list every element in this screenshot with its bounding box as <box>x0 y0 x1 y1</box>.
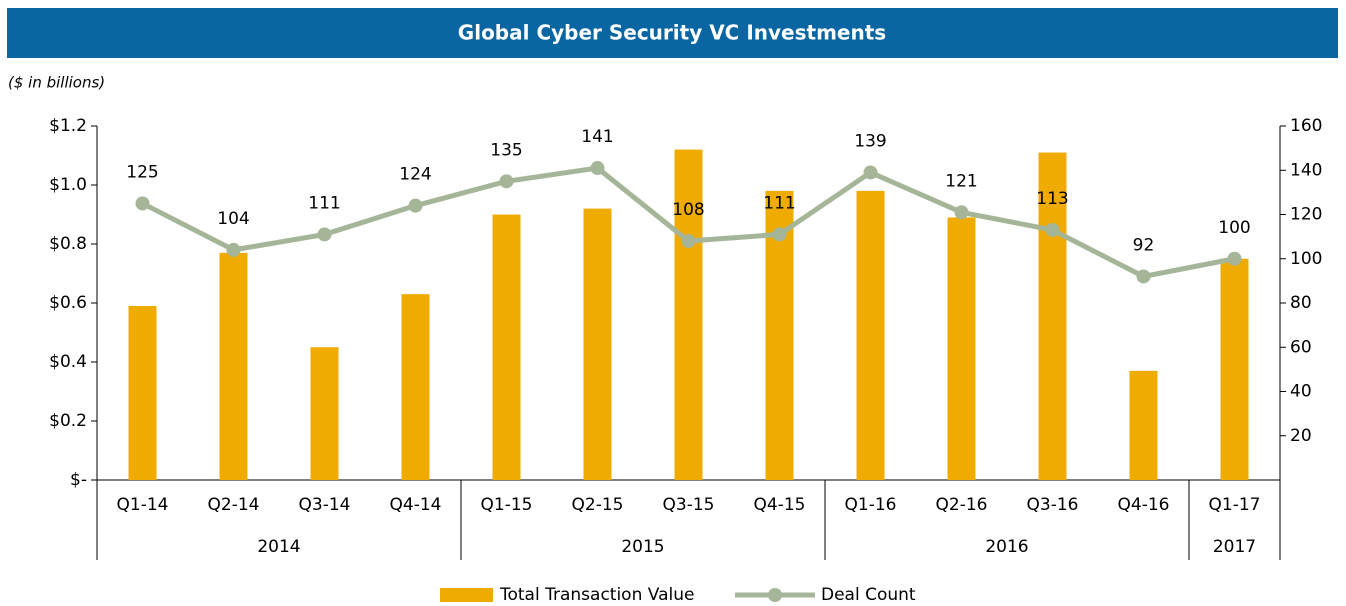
legend-label: Total Transaction Value <box>499 585 694 605</box>
marker <box>772 227 787 242</box>
y-tick-label: $- <box>70 470 87 490</box>
x-tick-label: Q4-16 <box>1118 495 1170 515</box>
data-label: 111 <box>763 193 795 213</box>
y2-tick-label: 80 <box>1290 293 1312 313</box>
data-label: 124 <box>399 165 431 185</box>
bar <box>674 149 703 480</box>
x-tick-label: Q2-15 <box>572 495 624 515</box>
bar <box>947 217 976 480</box>
marker <box>135 196 150 211</box>
chart-title: Global Cyber Security VC Investments <box>458 21 886 45</box>
x-tick-label: Q1-14 <box>117 495 169 515</box>
marker <box>1227 251 1242 266</box>
marker <box>863 165 878 180</box>
x-tick-label: Q4-14 <box>390 495 442 515</box>
marker <box>226 242 241 257</box>
y2-tick-label: 160 <box>1290 116 1322 136</box>
bar <box>219 252 248 480</box>
marker <box>1136 269 1151 284</box>
subtitle: ($ in billions) <box>8 74 105 92</box>
bar <box>1129 370 1158 480</box>
y2-tick-label: 100 <box>1290 249 1322 269</box>
bar <box>1220 258 1249 480</box>
group-label: 2014 <box>257 537 300 557</box>
marker <box>681 234 696 249</box>
y-tick-label: $0.8 <box>49 234 87 254</box>
y-tick-label: $1.0 <box>49 175 87 195</box>
legend-label: Deal Count <box>821 585 916 605</box>
y-tick-label: $1.2 <box>49 116 87 136</box>
data-label: 104 <box>217 209 249 229</box>
bar <box>128 305 157 480</box>
legend-marker <box>768 588 782 602</box>
data-label: 108 <box>672 200 704 220</box>
marker <box>954 205 969 220</box>
marker <box>408 198 423 213</box>
marker <box>317 227 332 242</box>
y2-tick-label: 20 <box>1290 426 1312 446</box>
data-label: 125 <box>126 162 158 182</box>
x-tick-label: Q1-17 <box>1209 495 1261 515</box>
bar <box>856 190 885 480</box>
group-label: 2017 <box>1213 537 1256 557</box>
y2-tick-label: 120 <box>1290 205 1322 225</box>
x-tick-label: Q2-16 <box>936 495 988 515</box>
y-tick-label: $0.4 <box>49 352 87 372</box>
data-label: 139 <box>854 131 886 151</box>
x-tick-label: Q3-15 <box>663 495 715 515</box>
data-label: 135 <box>490 140 522 160</box>
y2-tick-label: 60 <box>1290 337 1312 357</box>
group-label: 2016 <box>985 537 1028 557</box>
data-label: 121 <box>945 171 977 191</box>
x-tick-label: Q3-14 <box>299 495 351 515</box>
data-label: 141 <box>581 127 613 147</box>
x-tick-label: Q4-15 <box>754 495 806 515</box>
legend-swatch <box>440 588 493 602</box>
bar <box>401 294 430 480</box>
data-label: 113 <box>1036 189 1068 209</box>
x-tick-label: Q3-16 <box>1027 495 1079 515</box>
y-tick-label: $0.6 <box>49 293 87 313</box>
y2-tick-label: 40 <box>1290 382 1312 402</box>
x-tick-label: Q2-14 <box>208 495 260 515</box>
data-label: 92 <box>1133 235 1155 255</box>
x-tick-label: Q1-16 <box>845 495 897 515</box>
y2-tick-label: 140 <box>1290 160 1322 180</box>
y-tick-label: $0.2 <box>49 411 87 431</box>
x-tick-label: Q1-15 <box>481 495 533 515</box>
title-bar <box>7 8 1338 58</box>
data-label: 111 <box>308 193 340 213</box>
data-label: 100 <box>1218 218 1250 238</box>
bar <box>583 208 612 480</box>
marker <box>590 161 605 176</box>
bar <box>310 347 339 480</box>
marker <box>1045 222 1060 237</box>
bar <box>1038 152 1067 481</box>
group-label: 2015 <box>621 537 664 557</box>
bar <box>492 214 521 480</box>
marker <box>499 174 514 189</box>
